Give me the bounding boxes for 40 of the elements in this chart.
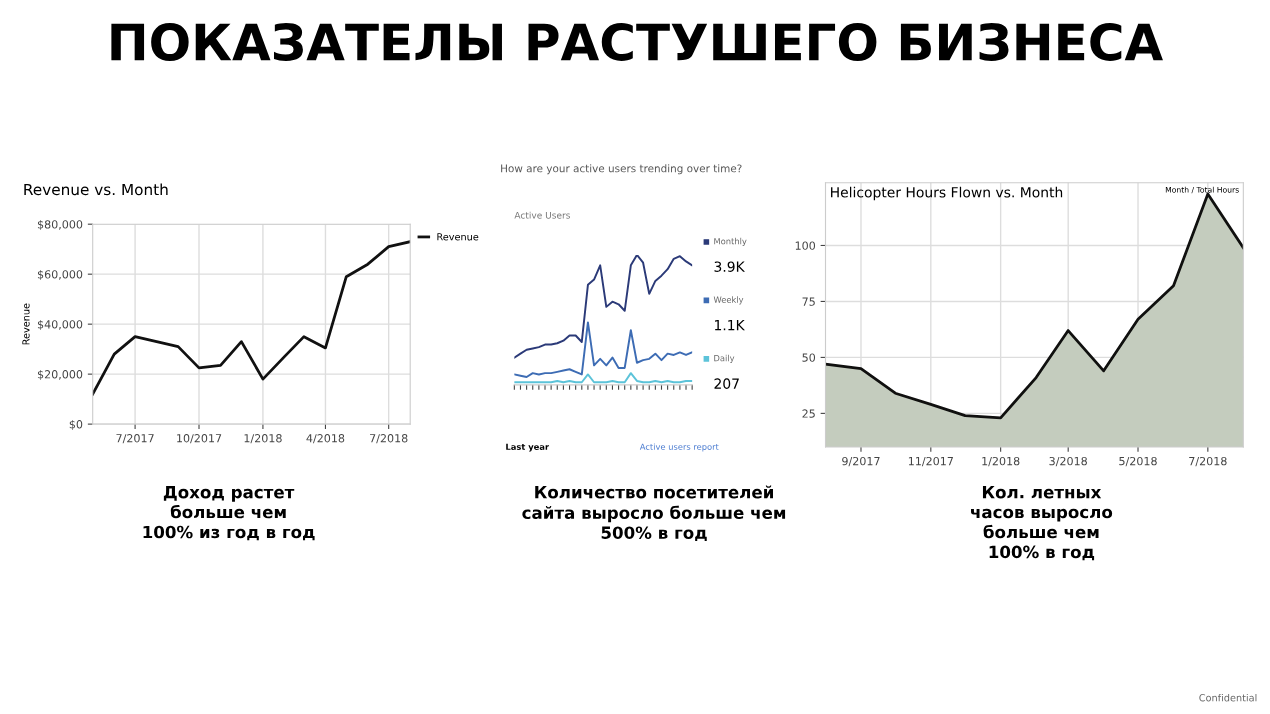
x-tick-label: 7/2018	[370, 434, 408, 444]
x-tick-label: 1/2018	[244, 434, 282, 444]
y-tick-label: 25	[802, 409, 815, 418]
text: Доход растет больше чем 100% из год в год	[143, 486, 315, 541]
text: Кол. летных часов выросло больше чем 100% в год	[971, 486, 1113, 561]
chart-subtitle: Active Users	[514, 211, 570, 219]
y-tick-label: 100	[795, 241, 816, 250]
chart-title: How are your active users trending over time?	[501, 164, 742, 175]
x-tick-label: 11/2017	[908, 456, 953, 467]
y-tick-label: $20,000	[37, 369, 83, 380]
legend-label: Daily	[714, 354, 735, 363]
y-tick-label: 50	[802, 353, 816, 362]
y-tick-label: $60,000	[37, 269, 83, 281]
legend-label: Weekly	[713, 296, 744, 305]
text: 1.1K	[715, 320, 745, 331]
text: Active users report	[639, 443, 719, 452]
y-tick-label: $40,000	[37, 319, 83, 331]
legend-label: Monthly	[714, 237, 747, 246]
chart-title: Revenue vs. Month	[24, 183, 168, 196]
x-tick-label: 3/2018	[1049, 456, 1087, 467]
x-tick-label: 4/2018	[306, 434, 345, 444]
text: 207	[714, 378, 739, 389]
y-axis-title: Revenue	[22, 303, 30, 345]
x-tick-label: 9/2017	[842, 456, 880, 467]
chart-title: Helicopter Hours Flown vs. Month	[831, 186, 1063, 201]
text: Количество посетителей сайта выросло больше чем 500% в год	[522, 485, 786, 542]
line-series	[92, 240, 411, 396]
text: Last year	[506, 443, 550, 452]
y-tick-label: 75	[802, 297, 815, 306]
text: Confidential	[1199, 693, 1257, 702]
x-tick-label: 7/2017	[116, 434, 154, 444]
y-tick-label: $0	[69, 419, 83, 430]
y-tick-label: $80,000	[37, 219, 83, 231]
x-tick-label: 7/2018	[1189, 456, 1227, 467]
text: 3.9K	[714, 261, 745, 272]
x-tick-label: 1/2018	[982, 456, 1020, 467]
x-tick-label: 5/2018	[1119, 456, 1157, 467]
legend-label: Revenue	[437, 233, 479, 241]
text: ПОКАЗАТЕЛЫ РАСТУШЕГО БИЗНЕСА	[111, 23, 1163, 61]
x-tick-label: 10/2017	[177, 434, 222, 444]
